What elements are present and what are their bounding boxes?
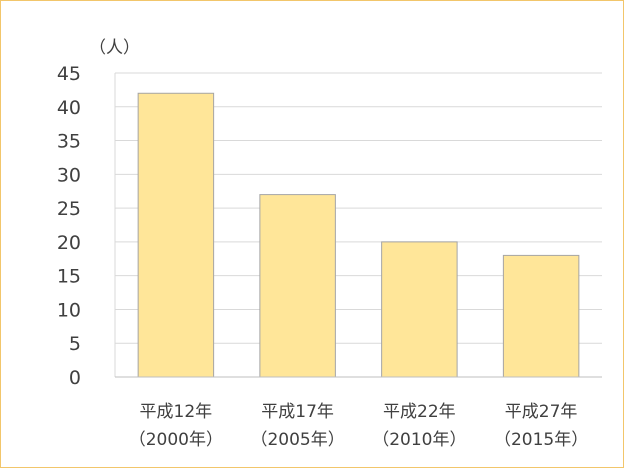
y-tick-label: 25	[57, 198, 81, 220]
bars	[137, 92, 580, 378]
x-tick-label: 平成27年	[505, 402, 578, 422]
x-tick-label-year: （2010年）	[372, 430, 466, 450]
x-tick-label-year: （2000年）	[129, 430, 223, 450]
x-tick-label: 平成22年	[383, 402, 456, 422]
y-tick-labels: 0 5 10 15 20 25 30 35 40 45	[57, 63, 81, 389]
x-tick-label-year: （2015年）	[494, 430, 588, 450]
y-tick-label: 15	[57, 266, 81, 288]
y-tick-label: 30	[57, 164, 81, 186]
x-tick-labels: 平成12年 （2000年） 平成17年 （2005年） 平成22年 （2010年） 平成27…	[129, 402, 589, 450]
y-tick-label: 40	[57, 97, 81, 119]
x-tick-label-year: （2005年）	[250, 430, 344, 450]
y-tick-label: 5	[69, 333, 81, 355]
bar	[381, 241, 458, 378]
bar	[137, 92, 215, 378]
bar	[259, 194, 336, 378]
y-axis-unit-label: （人）	[89, 38, 140, 58]
y-tick-label: 20	[57, 232, 81, 254]
y-tick-label: 10	[57, 299, 81, 321]
x-tick-label: 平成12年	[140, 402, 213, 422]
y-tick-label: 35	[57, 131, 81, 153]
x-tick-label: 平成17年	[261, 402, 334, 422]
y-tick-label: 45	[57, 63, 81, 85]
y-tick-label: 0	[69, 367, 81, 389]
bar	[502, 254, 580, 378]
